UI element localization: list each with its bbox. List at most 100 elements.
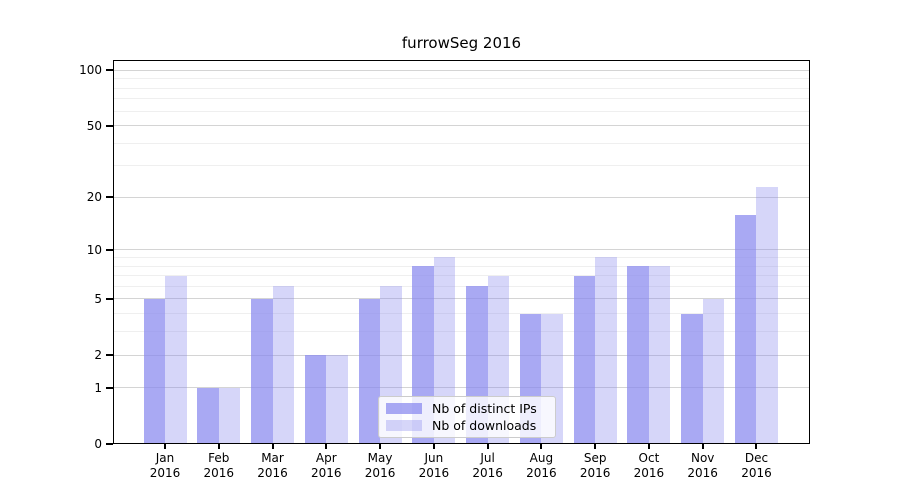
legend-entry-downloads: Nb of downloads [386, 418, 548, 434]
y-axis-tick-label: 100 [79, 63, 102, 78]
x-tick-month: Mar [261, 451, 284, 465]
x-tick-month: Jul [480, 451, 495, 465]
x-axis-tick-mark [271, 444, 274, 449]
x-axis-tick-label: Nov 2016 [675, 451, 731, 481]
y-axis-tick-mark [106, 196, 113, 199]
y-axis-tick-label: 2 [94, 348, 102, 362]
x-tick-month: May [367, 451, 393, 465]
bar-distinct-ips [304, 355, 327, 444]
y-axis-tick-mark [106, 386, 113, 389]
x-tick-month: Jun [424, 451, 444, 465]
minor-gridline [113, 256, 810, 258]
legend-entry-distinct-ips: Nb of distinct IPs [386, 400, 548, 416]
bar-downloads [756, 186, 778, 444]
x-tick-year: 2016 [311, 466, 342, 480]
minor-gridline [113, 165, 810, 167]
x-tick-year: 2016 [472, 466, 503, 480]
major-gridline [113, 354, 810, 356]
x-tick-month: Sep [583, 451, 607, 465]
x-axis-tick-label: Jul 2016 [460, 451, 516, 481]
minor-gridline [113, 265, 810, 267]
bar-distinct-ips [627, 266, 649, 444]
minor-gridline [113, 275, 810, 277]
x-axis-tick-mark [701, 444, 704, 449]
major-gridline [113, 387, 810, 389]
x-axis-tick-label: Apr 2016 [298, 451, 354, 481]
x-tick-year: 2016 [418, 466, 450, 480]
bar-downloads [326, 355, 348, 444]
x-tick-month: Oct [638, 451, 660, 465]
y-axis-tick-mark [106, 297, 113, 300]
x-tick-year: 2016 [203, 466, 235, 480]
x-tick-month: Nov [690, 451, 715, 465]
y-axis-tick-label: 5 [94, 291, 102, 306]
y-axis-tick-mark [106, 69, 113, 72]
y-axis-tick-mark [106, 354, 113, 356]
minor-gridline [113, 78, 810, 80]
legend-label-downloads: Nb of downloads [432, 418, 537, 434]
minor-gridline [113, 285, 810, 287]
x-axis-tick-label: Oct 2016 [621, 451, 677, 481]
x-axis-tick-mark [164, 444, 166, 449]
y-axis-tick-mark [106, 443, 113, 445]
x-tick-month: Jan [155, 451, 175, 465]
bar-distinct-ips [681, 313, 703, 444]
legend-swatch-downloads [386, 420, 422, 432]
y-axis-tick-label: 1 [94, 380, 102, 395]
x-axis-tick-label: Aug 2016 [513, 451, 569, 481]
x-axis-tick-mark [647, 444, 650, 449]
bar-distinct-ips [358, 298, 381, 444]
major-gridline [113, 298, 810, 300]
y-axis-tick-label: 0 [94, 437, 102, 451]
x-axis-tick-mark [432, 444, 435, 449]
legend-swatch-distinct-ips [386, 402, 422, 414]
y-axis-tick-mark [106, 124, 113, 127]
minor-gridline [113, 98, 810, 100]
minor-gridline [113, 110, 810, 112]
bar-distinct-ips [251, 298, 273, 444]
x-tick-year: 2016 [741, 466, 772, 480]
major-gridline [113, 125, 810, 126]
y-axis-tick-label: 10 [86, 242, 102, 257]
x-tick-month: Apr [315, 451, 337, 465]
x-tick-year: 2016 [364, 466, 396, 480]
legend: Nb of distinct IPs Nb of downloads [378, 396, 556, 438]
x-axis-tick-mark [755, 444, 758, 449]
bar-downloads [702, 298, 725, 444]
bar-distinct-ips [143, 298, 165, 444]
x-axis-tick-mark [325, 444, 328, 449]
x-axis-tick-label: Jun 2016 [406, 451, 462, 481]
x-tick-year: 2016 [633, 466, 665, 480]
x-axis-tick-label: May 2016 [352, 451, 408, 481]
major-gridline [113, 196, 810, 198]
major-gridline [113, 249, 810, 251]
x-tick-year: 2016 [149, 466, 181, 480]
bar-downloads [648, 266, 671, 444]
bar-distinct-ips [573, 275, 596, 444]
minor-gridline [113, 87, 810, 89]
x-tick-year: 2016 [526, 466, 557, 480]
x-tick-month: Aug [529, 451, 554, 465]
bar-distinct-ips [734, 214, 757, 444]
x-axis-tick-label: Mar 2016 [245, 451, 301, 481]
x-axis-tick-label: Dec 2016 [728, 451, 784, 481]
bar-downloads [218, 387, 241, 444]
bar-distinct-ips [197, 387, 219, 444]
x-axis-tick-mark [594, 444, 597, 449]
legend-label-distinct-ips: Nb of distinct IPs [432, 400, 537, 416]
bar-downloads [595, 257, 617, 444]
major-gridline [113, 69, 810, 71]
y-axis-tick-label: 20 [86, 190, 102, 205]
x-tick-year: 2016 [257, 466, 288, 480]
x-tick-month: Dec [744, 451, 769, 465]
minor-gridline [113, 331, 810, 333]
bar-downloads [272, 286, 295, 444]
minor-gridline [113, 142, 810, 144]
x-axis-tick-mark [217, 444, 220, 449]
chart-title: furrowSeg 2016 [401, 34, 522, 52]
x-axis-tick-mark [486, 444, 489, 449]
x-axis-tick-label: Jan 2016 [137, 451, 193, 481]
x-axis-tick-label: Sep 2016 [567, 451, 623, 481]
x-axis-tick-mark [379, 444, 382, 449]
